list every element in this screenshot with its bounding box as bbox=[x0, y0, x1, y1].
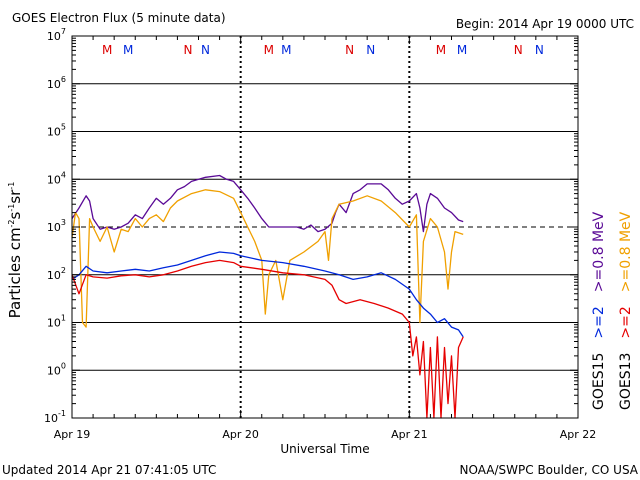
legend-goes13-08: >=0.8 MeV bbox=[618, 211, 634, 292]
marker-m: M bbox=[436, 43, 446, 57]
x-axis-label: Universal Time bbox=[280, 442, 369, 456]
axes: 10-1 100 101 102 103 104 105 106 107 Apr 19 Apr 20… bbox=[44, 27, 596, 441]
marker-m: M bbox=[264, 43, 274, 57]
credit-text: NOAA/SWPC Boulder, CO USA bbox=[460, 463, 639, 477]
y-tick-label: 101 bbox=[47, 314, 66, 330]
ylabel-exp3: -1 bbox=[7, 182, 16, 190]
marker-n: N bbox=[366, 43, 375, 57]
marker-n: N bbox=[535, 43, 544, 57]
series-line-1 bbox=[71, 189, 464, 328]
series-line-3 bbox=[71, 259, 464, 419]
marker-m: M bbox=[102, 43, 112, 57]
y-tick-label: 102 bbox=[47, 266, 66, 282]
legend-goes13-sat: GOES13 bbox=[618, 353, 634, 410]
data-series bbox=[71, 174, 464, 419]
marker-n: N bbox=[514, 43, 523, 57]
legend-goes15: GOES15 >=2 >=0.8 MeV bbox=[591, 211, 607, 410]
legend-goes15-sat: GOES15 bbox=[591, 353, 607, 410]
y-tick-label: 104 bbox=[47, 170, 66, 186]
x-tick-label: Apr 19 bbox=[54, 428, 91, 441]
marker-m: M bbox=[281, 43, 291, 57]
y-axis-label: Particles cm-2s-1sr-1 bbox=[6, 182, 24, 319]
x-tick-label: Apr 20 bbox=[222, 428, 259, 441]
legend-goes13-2: >=2 bbox=[618, 306, 634, 338]
plot-frame bbox=[71, 35, 579, 419]
updated-time: Updated 2014 Apr 21 07:41:05 UTC bbox=[2, 463, 216, 477]
series-line-0 bbox=[71, 174, 464, 233]
x-tick-label: Apr 21 bbox=[391, 428, 428, 441]
marker-n: N bbox=[345, 43, 354, 57]
ylabel-exp1: -2 bbox=[7, 219, 16, 227]
y-tick-label: 106 bbox=[47, 75, 66, 91]
marker-m: M bbox=[457, 43, 467, 57]
grid-lines bbox=[72, 36, 578, 418]
y-tick-label: 100 bbox=[47, 361, 66, 377]
legend: GOES15 >=2 >=0.8 MeV GOES13 >=2 >=0.8 MeV bbox=[591, 211, 634, 410]
marker-n: N bbox=[201, 43, 210, 57]
y-tick-label: 105 bbox=[47, 123, 66, 139]
y-tick-label: 10-1 bbox=[44, 409, 66, 425]
series-line-2 bbox=[71, 251, 464, 338]
marker-m: M bbox=[123, 43, 133, 57]
ylabel-sr: sr bbox=[6, 189, 24, 204]
legend-goes13: GOES13 >=2 >=0.8 MeV bbox=[618, 211, 634, 410]
x-tick-label: Apr 22 bbox=[560, 428, 597, 441]
legend-goes15-2: >=2 bbox=[591, 306, 607, 338]
y-tick-label: 103 bbox=[47, 218, 66, 234]
ylabel-mid: s bbox=[6, 211, 24, 219]
marker-n: N bbox=[183, 43, 192, 57]
chart-title: GOES Electron Flux (5 minute data) bbox=[12, 11, 226, 25]
y-tick-label: 107 bbox=[47, 27, 66, 43]
legend-goes15-08: >=0.8 MeV bbox=[591, 211, 607, 292]
begin-time: Begin: 2014 Apr 19 0000 UTC bbox=[456, 17, 634, 31]
ylabel-base: Particles cm bbox=[6, 227, 24, 318]
ylabel-exp2: -1 bbox=[7, 204, 16, 212]
